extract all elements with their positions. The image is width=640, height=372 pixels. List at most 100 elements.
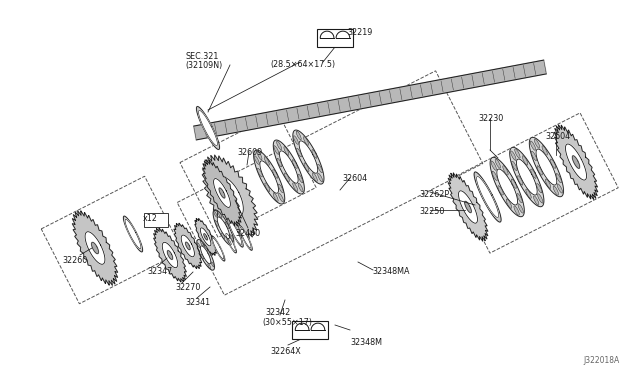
Polygon shape: [299, 141, 317, 173]
FancyBboxPatch shape: [144, 213, 168, 227]
Polygon shape: [92, 242, 99, 254]
Ellipse shape: [197, 243, 200, 248]
Polygon shape: [200, 246, 211, 264]
Polygon shape: [213, 210, 234, 246]
Polygon shape: [536, 149, 557, 185]
Text: 32609: 32609: [237, 148, 262, 157]
Ellipse shape: [514, 206, 519, 215]
Polygon shape: [196, 106, 220, 150]
Text: 32604: 32604: [342, 174, 367, 183]
Ellipse shape: [277, 158, 282, 167]
FancyBboxPatch shape: [317, 29, 353, 47]
Ellipse shape: [221, 233, 225, 239]
Ellipse shape: [317, 164, 323, 173]
Text: 32348MA: 32348MA: [372, 267, 410, 276]
Ellipse shape: [230, 235, 234, 241]
Polygon shape: [474, 172, 501, 222]
Ellipse shape: [276, 141, 282, 150]
Ellipse shape: [312, 173, 317, 182]
Polygon shape: [465, 201, 471, 213]
Text: SEC.321: SEC.321: [185, 52, 218, 61]
Text: (32109N): (32109N): [185, 61, 222, 70]
Ellipse shape: [538, 194, 543, 203]
Polygon shape: [226, 233, 236, 251]
Polygon shape: [240, 228, 251, 248]
Text: (28.5×64×17.5): (28.5×64×17.5): [270, 60, 335, 69]
Polygon shape: [529, 137, 563, 197]
Ellipse shape: [284, 173, 289, 182]
Ellipse shape: [557, 184, 563, 193]
Text: 32348M: 32348M: [350, 338, 382, 347]
Polygon shape: [85, 232, 105, 264]
Polygon shape: [125, 219, 141, 248]
Ellipse shape: [317, 173, 323, 182]
Ellipse shape: [512, 161, 517, 171]
Text: 32604: 32604: [545, 132, 570, 141]
Ellipse shape: [273, 193, 278, 201]
Polygon shape: [229, 221, 242, 244]
Text: 32440: 32440: [235, 229, 260, 238]
Ellipse shape: [312, 150, 317, 158]
Polygon shape: [72, 211, 118, 285]
Text: 32250: 32250: [419, 207, 444, 216]
Ellipse shape: [211, 262, 214, 267]
Ellipse shape: [531, 169, 536, 178]
Text: 32260: 32260: [62, 256, 87, 265]
Polygon shape: [174, 223, 202, 269]
Ellipse shape: [503, 166, 508, 175]
Ellipse shape: [219, 212, 222, 218]
Ellipse shape: [550, 159, 556, 169]
Text: J322018A: J322018A: [584, 356, 620, 365]
Polygon shape: [200, 228, 211, 246]
Ellipse shape: [296, 131, 301, 140]
Ellipse shape: [292, 160, 298, 168]
Text: 32262P: 32262P: [419, 190, 449, 199]
Polygon shape: [566, 144, 586, 180]
Text: 32347: 32347: [147, 267, 172, 276]
Ellipse shape: [264, 157, 269, 165]
Ellipse shape: [491, 161, 497, 170]
Ellipse shape: [517, 193, 522, 203]
Ellipse shape: [298, 174, 303, 183]
Ellipse shape: [534, 139, 540, 148]
Text: (30×55×17): (30×55×17): [262, 318, 312, 327]
Ellipse shape: [257, 168, 262, 177]
Ellipse shape: [526, 189, 531, 198]
Ellipse shape: [292, 183, 298, 192]
Ellipse shape: [207, 251, 211, 256]
Polygon shape: [477, 176, 499, 218]
Polygon shape: [293, 130, 324, 184]
Ellipse shape: [254, 156, 259, 164]
Ellipse shape: [228, 239, 231, 245]
Ellipse shape: [534, 196, 539, 205]
Polygon shape: [239, 225, 252, 250]
Polygon shape: [490, 157, 524, 217]
Text: 32341: 32341: [185, 298, 210, 307]
Polygon shape: [197, 240, 214, 270]
Ellipse shape: [515, 149, 520, 158]
Ellipse shape: [214, 211, 217, 217]
Polygon shape: [212, 238, 223, 259]
Polygon shape: [198, 110, 218, 145]
Ellipse shape: [522, 156, 528, 165]
Ellipse shape: [278, 193, 284, 202]
Polygon shape: [572, 156, 580, 169]
Text: 32219: 32219: [347, 28, 372, 37]
Ellipse shape: [265, 183, 270, 192]
Text: 32264X: 32264X: [270, 347, 301, 356]
Ellipse shape: [542, 146, 547, 155]
Ellipse shape: [304, 163, 309, 171]
Ellipse shape: [200, 241, 204, 246]
Ellipse shape: [531, 151, 537, 161]
Polygon shape: [225, 231, 236, 253]
Polygon shape: [217, 177, 243, 217]
Ellipse shape: [257, 151, 262, 160]
Polygon shape: [214, 179, 230, 208]
Ellipse shape: [556, 173, 561, 183]
Polygon shape: [253, 150, 285, 204]
Polygon shape: [167, 251, 173, 259]
Polygon shape: [194, 60, 547, 140]
Ellipse shape: [506, 199, 511, 208]
Ellipse shape: [208, 264, 211, 269]
Ellipse shape: [511, 151, 516, 160]
